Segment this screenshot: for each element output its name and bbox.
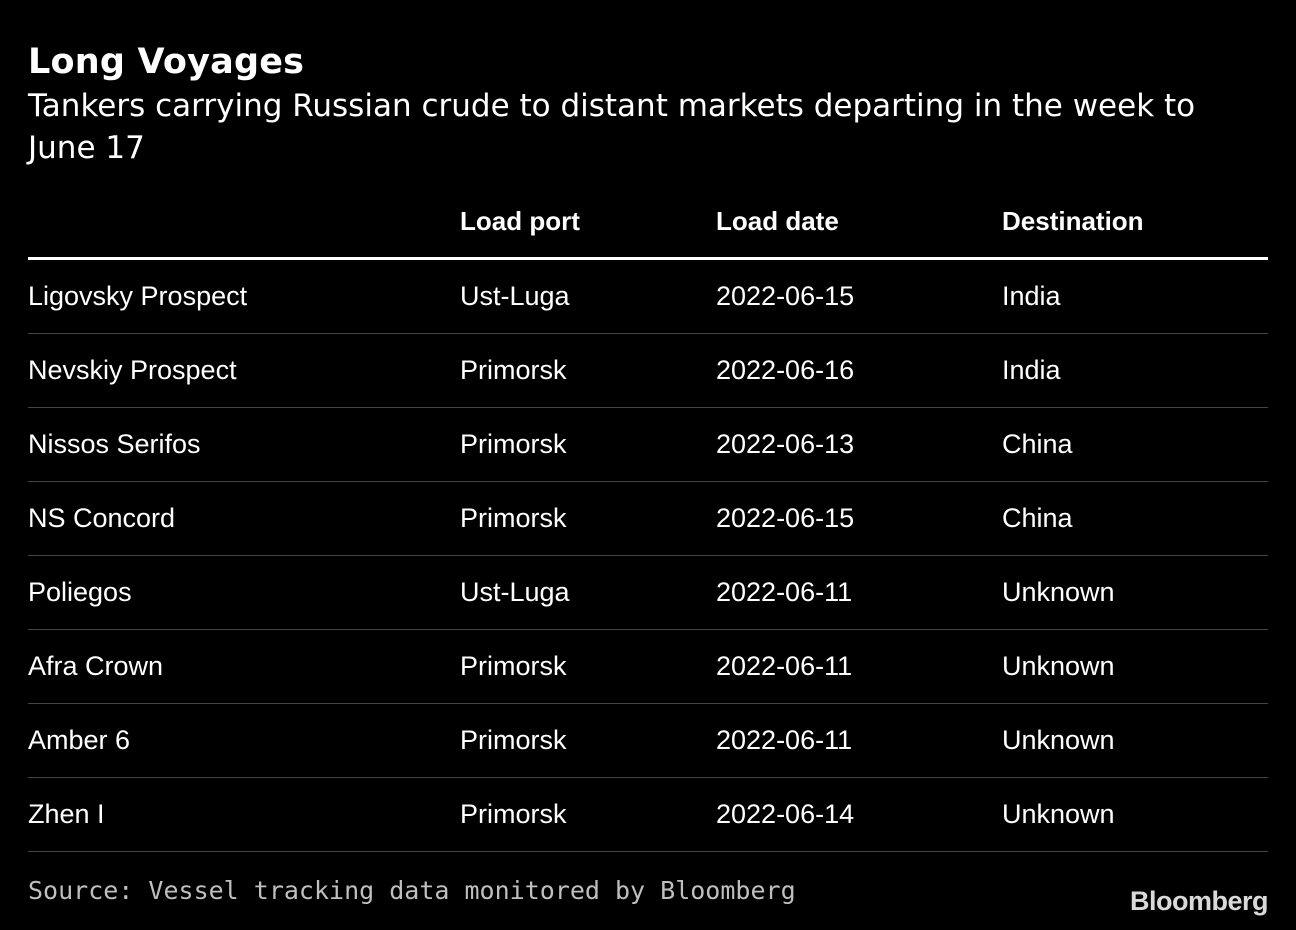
bloomberg-logo: Bloomberg xyxy=(1129,886,1269,916)
table-row: Nevskiy Prospect Primorsk 2022-06-16 Ind… xyxy=(28,333,1268,408)
table-row: Amber 6 Primorsk 2022-06-11 Unknown xyxy=(28,703,1268,778)
destination-cell: Unknown xyxy=(1002,777,1268,852)
destination-cell: India xyxy=(1002,258,1268,334)
table-row: Ligovsky Prospect Ust-Luga 2022-06-15 In… xyxy=(28,258,1268,334)
destination-cell: China xyxy=(1002,481,1268,556)
chart-title: Long Voyages xyxy=(28,42,305,82)
chart-subtitle: Tankers carrying Russian crude to distan… xyxy=(28,88,1196,166)
column-header-vessel xyxy=(28,185,460,260)
load-port-cell: Primorsk xyxy=(460,777,716,852)
table-row: Afra Crown Primorsk 2022-06-11 Unknown xyxy=(28,629,1268,704)
table-row: Poliegos Ust-Luga 2022-06-11 Unknown xyxy=(28,555,1268,630)
load-date-cell: 2022-06-11 xyxy=(716,703,1002,778)
load-date-cell: 2022-06-15 xyxy=(716,481,1002,556)
vessel-cell: Ligovsky Prospect xyxy=(28,258,460,334)
load-date-cell: 2022-06-11 xyxy=(716,555,1002,630)
load-date-cell: 2022-06-11 xyxy=(716,629,1002,704)
destination-cell: Unknown xyxy=(1002,555,1268,630)
load-port-cell: Primorsk xyxy=(460,629,716,704)
load-port-cell: Primorsk xyxy=(460,407,716,482)
destination-cell: Unknown xyxy=(1002,629,1268,704)
vessel-cell: Afra Crown xyxy=(28,629,460,704)
load-port-cell: Primorsk xyxy=(460,703,716,778)
voyages-table: Load port Load date Destination Ligovsky… xyxy=(28,185,1268,852)
destination-cell: Unknown xyxy=(1002,703,1268,778)
table-row: NS Concord Primorsk 2022-06-15 China xyxy=(28,481,1268,556)
load-port-cell: Ust-Luga xyxy=(460,258,716,334)
load-port-cell: Ust-Luga xyxy=(460,555,716,630)
column-header-load-date: Load date xyxy=(716,185,1002,260)
table-row: Nissos Serifos Primorsk 2022-06-13 China xyxy=(28,407,1268,482)
source-note: Source: Vessel tracking data monitored b… xyxy=(28,876,796,905)
load-date-cell: 2022-06-16 xyxy=(716,333,1002,408)
load-port-cell: Primorsk xyxy=(460,481,716,556)
load-date-cell: 2022-06-13 xyxy=(716,407,1002,482)
vessel-cell: Zhen I xyxy=(28,777,460,852)
vessel-cell: Amber 6 xyxy=(28,703,460,778)
table-header-row: Load port Load date Destination xyxy=(28,185,1268,260)
vessel-cell: NS Concord xyxy=(28,481,460,556)
table-row: Zhen I Primorsk 2022-06-14 Unknown xyxy=(28,777,1268,852)
destination-cell: India xyxy=(1002,333,1268,408)
column-header-destination: Destination xyxy=(1002,185,1268,260)
column-header-load-port: Load port xyxy=(460,185,716,260)
load-port-cell: Primorsk xyxy=(460,333,716,408)
destination-cell: China xyxy=(1002,407,1268,482)
load-date-cell: 2022-06-15 xyxy=(716,258,1002,334)
load-date-cell: 2022-06-14 xyxy=(716,777,1002,852)
vessel-cell: Nissos Serifos xyxy=(28,407,460,482)
vessel-cell: Nevskiy Prospect xyxy=(28,333,460,408)
vessel-cell: Poliegos xyxy=(28,555,460,630)
